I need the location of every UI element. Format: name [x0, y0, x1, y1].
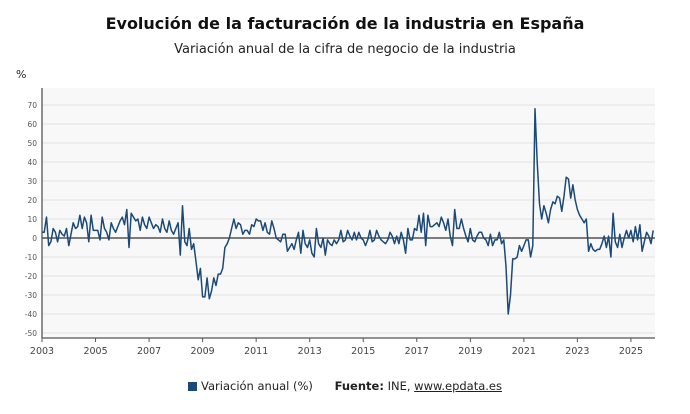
- plot-area: [42, 88, 655, 338]
- y-tick-label: 10: [27, 215, 37, 224]
- y-tick-label: -30: [25, 291, 37, 300]
- source-link[interactable]: www.epdata.es: [414, 379, 502, 393]
- x-tick-label: 2011: [244, 346, 268, 357]
- y-tick-label: 30: [27, 177, 37, 186]
- y-tick-label: 0: [32, 234, 37, 243]
- y-tick-label: 40: [27, 158, 37, 167]
- y-tick-label: -10: [25, 253, 37, 262]
- source-text: INE,: [387, 379, 415, 393]
- x-tick-label: 2007: [137, 346, 161, 357]
- y-tick-label: -20: [25, 272, 37, 281]
- x-tick-label: 2021: [512, 346, 536, 357]
- x-tick-label: 2005: [83, 346, 107, 357]
- y-axis-unit: %: [16, 68, 27, 81]
- y-tick-label: -40: [25, 310, 37, 319]
- series-line: [42, 108, 654, 315]
- source-label: Fuente:: [334, 379, 384, 393]
- y-tick-label: -50: [25, 329, 37, 338]
- x-tick-label: 2009: [191, 346, 215, 357]
- x-tick-label: 2015: [351, 346, 375, 357]
- line-chart: -50 -40 -30 -20 -10 0 10 20 30 40 50 60 70 2003 2005 20…: [25, 88, 655, 357]
- y-tick-label: 50: [27, 139, 37, 148]
- legend: Variación anual (%) Fuente: INE, www.epd…: [0, 379, 690, 393]
- y-tick-label: 20: [27, 196, 37, 205]
- y-tick-label: 60: [27, 120, 37, 129]
- x-tick-label: 2003: [30, 346, 54, 357]
- chart-subtitle: Variación anual de la cifra de negocio d…: [174, 42, 516, 57]
- chart-title: Evolución de la facturación de la indust…: [105, 14, 585, 33]
- x-tick-label: 2023: [565, 346, 589, 357]
- x-tick-label: 2025: [619, 346, 643, 357]
- legend-swatch: [188, 382, 197, 391]
- y-tick-label: 70: [27, 101, 37, 110]
- legend-series-label[interactable]: Variación anual (%): [201, 379, 313, 393]
- x-tick-label: 2019: [458, 346, 482, 357]
- x-tick-label: 2013: [298, 346, 322, 357]
- x-tick-label: 2017: [405, 346, 429, 357]
